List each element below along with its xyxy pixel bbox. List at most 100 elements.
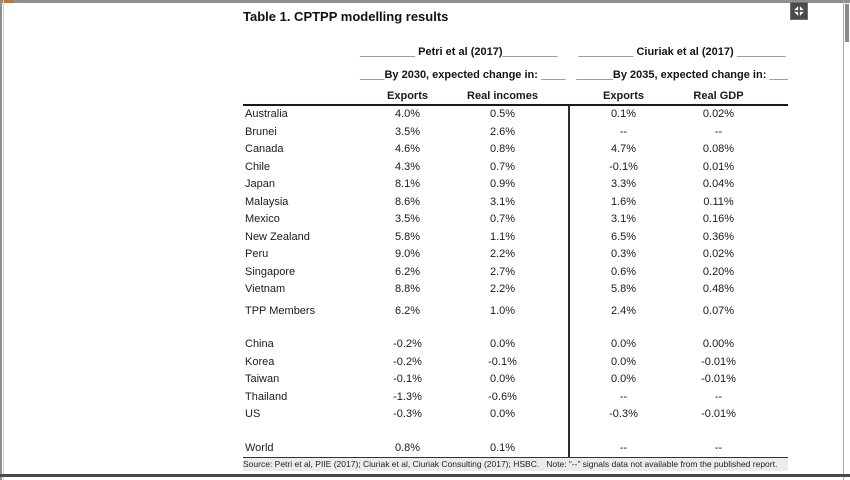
- window-top-border: [0, 0, 850, 3]
- table-row: Mexico 3.5% 0.7% 3.1% 0.16%: [243, 211, 788, 229]
- cell-petri-exports: 9.0%: [394, 248, 421, 260]
- table-row: China -0.2% 0.0% 0.0% 0.00%: [243, 336, 788, 354]
- cell-gap: [550, 303, 576, 321]
- cell-petri-real-incomes: -0.1%: [488, 355, 517, 368]
- row-label: Vietnam: [245, 283, 286, 295]
- cell-petri-real-incomes: 0.0%: [489, 373, 516, 385]
- cell-petri-exports: -1.3%: [393, 390, 422, 403]
- cell-ciuriak-exports: 0.0%: [610, 338, 637, 350]
- cell-petri-exports: 8.1%: [394, 178, 421, 190]
- window-left-border: [0, 0, 2, 480]
- cell-petri-exports: -0.2%: [393, 355, 422, 368]
- row-label: Peru: [245, 248, 269, 260]
- cell-petri-real-incomes: 2.2%: [489, 248, 516, 260]
- cell-ciuriak-real-gdp: 0.07%: [702, 304, 735, 317]
- group-ciuriak-label: _________ Ciuriak et al (2017) ________: [578, 46, 786, 58]
- cell-gap: [550, 281, 576, 299]
- table-row: World 0.8% 0.1% -- --: [243, 440, 788, 458]
- column-header-row: Exports Real incomes Exports Real GDP: [243, 86, 788, 106]
- cell-gap: [550, 176, 576, 194]
- cell-ciuriak-real-gdp: 0.20%: [702, 265, 735, 278]
- table-row: Chile 4.3% 0.7% -0.1% 0.01%: [243, 159, 788, 177]
- table-region: Table 1. CPTPP modelling results _______…: [243, 8, 788, 471]
- row-label: Japan: [245, 178, 275, 190]
- cell-petri-exports: 0.8%: [394, 441, 421, 454]
- cell-petri-exports: 4.3%: [394, 160, 421, 173]
- cell-petri-exports: 4.6%: [394, 143, 421, 155]
- table-row: Korea -0.2% -0.1% 0.0% -0.01%: [243, 354, 788, 372]
- row-label: Canada: [245, 143, 284, 155]
- row-label: Malaysia: [245, 195, 289, 208]
- cell-petri-exports: -0.1%: [393, 373, 422, 385]
- cell-petri-real-incomes: 0.8%: [489, 143, 516, 155]
- cell-ciuriak-real-gdp: --: [714, 125, 723, 138]
- table-row: Brunei 3.5% 2.6% -- --: [243, 124, 788, 142]
- cell-petri-exports: 8.6%: [394, 195, 421, 208]
- cell-ciuriak-real-gdp: 0.00%: [702, 338, 735, 350]
- cell-ciuriak-real-gdp: 0.48%: [702, 283, 735, 295]
- table-row: Thailand -1.3% -0.6% -- --: [243, 389, 788, 407]
- cell-petri-exports: -0.3%: [393, 408, 422, 420]
- row-label: Thailand: [245, 390, 288, 403]
- cell-gap: [550, 371, 576, 389]
- cell-petri-real-incomes: 2.6%: [489, 125, 516, 138]
- row-label: Taiwan: [245, 373, 280, 385]
- cell-ciuriak-exports: -0.3%: [609, 408, 638, 420]
- cell-ciuriak-exports: 3.3%: [610, 178, 637, 190]
- cell-gap: [550, 264, 576, 282]
- table-row: Singapore 6.2% 2.7% 0.6% 0.20%: [243, 264, 788, 282]
- col-header-ciuriak-real-gdp: Real GDP: [693, 90, 744, 102]
- row-label: Singapore: [245, 265, 296, 278]
- cell-ciuriak-exports: -0.1%: [609, 160, 638, 173]
- cell-petri-exports: 5.8%: [394, 230, 421, 243]
- cell-ciuriak-exports: 5.8%: [610, 283, 637, 295]
- table-row: Malaysia 8.6% 3.1% 1.6% 0.11%: [243, 194, 788, 212]
- collapse-button[interactable]: [790, 2, 808, 20]
- cell-ciuriak-exports: 6.5%: [610, 230, 637, 243]
- cell-ciuriak-real-gdp: 0.02%: [702, 108, 735, 120]
- cell-petri-exports: 3.5%: [394, 213, 421, 225]
- cell-petri-real-incomes: 1.1%: [489, 230, 516, 243]
- cell-ciuriak-real-gdp: 0.36%: [702, 230, 735, 243]
- cell-ciuriak-real-gdp: --: [714, 441, 723, 454]
- row-label: TPP Members: [245, 304, 316, 317]
- col-header-ciuriak-exports: Exports: [603, 90, 644, 102]
- cell-petri-real-incomes: 0.5%: [489, 108, 516, 120]
- table-row: Taiwan -0.1% 0.0% 0.0% -0.01%: [243, 371, 788, 389]
- cell-petri-real-incomes: 2.7%: [489, 265, 516, 278]
- cell-ciuriak-exports: --: [619, 441, 628, 454]
- cell-ciuriak-real-gdp: 0.04%: [702, 178, 735, 190]
- scrollbar-thumb[interactable]: [845, 4, 849, 42]
- table-row: Canada 4.6% 0.8% 4.7% 0.08%: [243, 141, 788, 159]
- cell-ciuriak-exports: 3.1%: [610, 213, 637, 225]
- cell-petri-exports: -0.2%: [393, 338, 422, 350]
- cell-gap: [550, 159, 576, 177]
- group-petri-label: _________ Petri et al (2017)_________: [360, 46, 558, 58]
- cell-petri-exports: 8.8%: [394, 283, 421, 295]
- window-bottom-border: [0, 474, 850, 477]
- row-label: Korea: [245, 355, 275, 368]
- cell-gap: [550, 194, 576, 212]
- row-label: Brunei: [245, 125, 277, 138]
- cell-ciuriak-exports: --: [619, 125, 628, 138]
- cell-ciuriak-exports: --: [619, 390, 628, 403]
- page-left-edge: [3, 0, 4, 480]
- cell-gap: [550, 141, 576, 159]
- cell-ciuriak-exports: 0.3%: [610, 248, 637, 260]
- row-label: US: [245, 408, 261, 420]
- column-group-divider: [568, 106, 570, 457]
- cell-gap: [550, 211, 576, 229]
- cell-ciuriak-exports: 2.4%: [610, 304, 637, 317]
- cell-petri-real-incomes: 0.7%: [489, 160, 516, 173]
- cell-gap: [550, 106, 576, 124]
- cell-petri-real-incomes: 2.2%: [489, 283, 516, 295]
- cell-petri-real-incomes: -0.6%: [488, 390, 517, 403]
- table-row: New Zealand 5.8% 1.1% 6.5% 0.36%: [243, 229, 788, 247]
- table-bottom-rule: [243, 457, 788, 458]
- loading-indicator: [2, 0, 14, 3]
- table-row: Peru 9.0% 2.2% 0.3% 0.02%: [243, 246, 788, 264]
- cell-gap: [550, 336, 576, 354]
- cell-petri-exports: 3.5%: [394, 125, 421, 138]
- source-note: Source: Petri et al, PIIE (2017); Ciuria…: [243, 458, 788, 471]
- cell-petri-exports: 6.2%: [394, 304, 421, 317]
